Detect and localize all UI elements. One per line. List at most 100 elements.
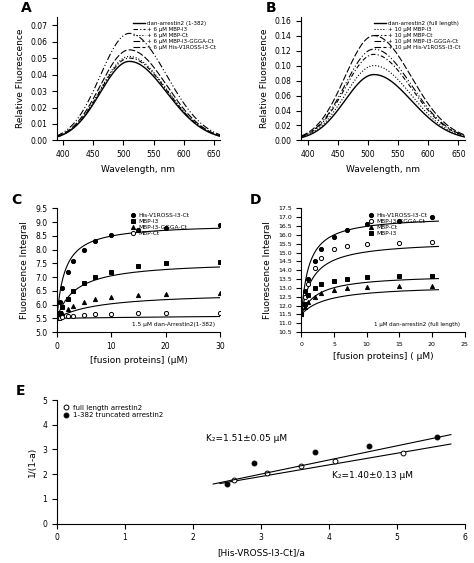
MBP-I3-GGGA-Ct: [364, 240, 370, 247]
+ 10 μM MBP-I3: [352, 77, 357, 84]
+ 6 μM MBP-I3-GGGA-Ct: [173, 87, 179, 94]
MBP-I3-GGGA-Ct: [305, 281, 311, 288]
+ 6 μM His-V1ROSS-I3-Ct: [54, 133, 60, 140]
dan-arrestin2 (full length): [462, 133, 467, 140]
+ 10 μM MBP-I3: [318, 123, 324, 129]
His-V1ROSS-I3-Ct: [302, 288, 308, 295]
Legend: dan-arrestin2 (1-382), + 6 μM MBP-I3, + 6 μM MBP-Ct, + 6 μM MBP-I3-GGGA-Ct, + 6 : dan-arrestin2 (1-382), + 6 μM MBP-I3, + …: [131, 20, 217, 51]
+ 10 μM MBP-I3-GGGA-Ct: [318, 120, 324, 127]
His-V1ROSS-I3-Ct: [331, 233, 337, 240]
MBP-I3-GGGA-Ct: [344, 242, 350, 249]
+ 6 μM His-V1ROSS-I3-Ct: [107, 65, 113, 72]
MBP-I3: [70, 288, 76, 294]
+ 6 μM MBP-I3: [54, 133, 60, 140]
Legend: His-V1ROSS-I3-Ct, MBP-I3, MBP-I3-GGGA-Ct, MBP-Ct: His-V1ROSS-I3-Ct, MBP-I3, MBP-I3-GGGA-Ct…: [128, 211, 191, 238]
dan-arrestin2 (1-382): [173, 100, 179, 107]
X-axis label: [fusion proteins] ( μM): [fusion proteins] ( μM): [333, 352, 433, 361]
MBP-I3: [396, 273, 402, 280]
full length arrestin2: [299, 462, 304, 469]
+ 10 μM His-V1ROSS-I3-Ct: [401, 62, 407, 69]
+ 10 μM MBP-I3: [417, 101, 422, 108]
MBP-I3-GGGA-Ct: [109, 293, 114, 300]
dan-arrestin2 (full length): [371, 71, 377, 78]
+ 6 μM MBP-I3-GGGA-Ct: [73, 117, 79, 123]
Text: A: A: [21, 1, 32, 15]
MBP-I3: [65, 296, 71, 302]
MBP-I3: [318, 281, 324, 288]
His-V1ROSS-I3-Ct: [429, 214, 435, 221]
+ 6 μM MBP-I3-GGGA-Ct: [127, 30, 132, 37]
His-V1ROSS-I3-Ct: [396, 217, 402, 224]
Text: B: B: [265, 1, 276, 15]
+ 6 μM MBP-Ct: [172, 97, 178, 104]
Y-axis label: Fluorescence Integral: Fluorescence Integral: [264, 221, 273, 319]
Line: + 10 μM MBP-I3: + 10 μM MBP-I3: [301, 65, 465, 137]
+ 6 μM MBP-I3: [118, 58, 124, 65]
MBP-I3: [429, 272, 435, 279]
+ 6 μM MBP-Ct: [217, 133, 223, 140]
+ 10 μM MBP-I3-GGGA-Ct: [352, 64, 357, 71]
Line: His-V1ROSS-I3-Ct: His-V1ROSS-I3-Ct: [300, 215, 434, 316]
+ 10 μM MBP-I3: [462, 133, 467, 140]
MBP-Ct: [59, 314, 65, 320]
+ 6 μM MBP-Ct: [107, 70, 113, 77]
+ 6 μM His-V1ROSS-I3-Ct: [173, 95, 179, 102]
+ 6 μM MBP-I3-GGGA-Ct: [172, 86, 178, 93]
MBP-Ct: [70, 312, 76, 319]
MBP-I3: [312, 284, 318, 291]
MBP-I3-GGGA-Ct: [81, 298, 87, 305]
+ 6 μM MBP-Ct: [127, 53, 132, 60]
His-V1ROSS-I3-Ct: [344, 226, 350, 233]
+ 10 μM His-V1ROSS-I3-Ct: [417, 87, 422, 94]
Y-axis label: 1/(1-a): 1/(1-a): [27, 446, 36, 477]
Line: + 10 μM His-V1ROSS-I3-Ct: + 10 μM His-V1ROSS-I3-Ct: [301, 35, 465, 136]
dan-arrestin2 (full length): [352, 84, 357, 91]
+ 6 μM MBP-I3-GGGA-Ct: [107, 51, 113, 58]
+ 6 μM His-V1ROSS-I3-Ct: [172, 94, 178, 101]
His-V1ROSS-I3-Ct: [65, 268, 71, 275]
+ 6 μM His-V1ROSS-I3-Ct: [118, 50, 124, 56]
MBP-I3-GGGA-Ct: [59, 310, 65, 316]
+ 10 μM His-V1ROSS-I3-Ct: [318, 117, 324, 124]
His-V1ROSS-I3-Ct: [364, 221, 370, 227]
+ 6 μM MBP-I3: [172, 98, 178, 105]
+ 6 μM MBP-I3: [127, 55, 132, 61]
Line: + 10 μM MBP-Ct: + 10 μM MBP-Ct: [301, 55, 465, 137]
full length arrestin2: [333, 457, 338, 464]
dan-arrestin2 (full length): [418, 106, 423, 113]
His-V1ROSS-I3-Ct: [70, 257, 76, 264]
+ 10 μM MBP-I3: [418, 102, 423, 109]
X-axis label: [fusion proteins] (μM): [fusion proteins] (μM): [90, 356, 187, 365]
dan-arrestin2 (1-382): [217, 133, 223, 140]
X-axis label: [His-VROSS-I3-Ct]/a: [His-VROSS-I3-Ct]/a: [217, 548, 305, 557]
His-V1ROSS-I3-Ct: [57, 298, 63, 305]
His-V1ROSS-I3-Ct: [305, 276, 311, 283]
Line: dan-arrestin2 (1-382): dan-arrestin2 (1-382): [57, 61, 220, 137]
MBP-I3-GGGA-Ct: [92, 296, 98, 302]
MBP-I3-GGGA-Ct: [163, 291, 168, 297]
MBP-I3-GGGA-Ct: [299, 311, 304, 318]
+ 6 μM MBP-I3: [173, 99, 179, 106]
+ 10 μM MBP-Ct: [462, 132, 467, 139]
Line: MBP-I3: MBP-I3: [55, 260, 222, 320]
1-382 truncated arrestin2: [251, 459, 257, 466]
Text: E: E: [16, 384, 26, 398]
+ 6 μM MBP-I3: [107, 71, 113, 78]
1-382 truncated arrestin2: [366, 443, 372, 449]
Line: full length arrestin2: full length arrestin2: [231, 451, 406, 482]
MBP-Ct: [109, 310, 114, 317]
His-V1ROSS-I3-Ct: [163, 224, 168, 231]
MBP-Ct: [136, 310, 141, 316]
Text: C: C: [11, 193, 21, 207]
dan-arrestin2 (1-382): [118, 61, 124, 68]
MBP-Ct: [81, 311, 87, 318]
MBP-I3: [57, 310, 63, 316]
MBP-Ct: [364, 284, 370, 291]
1-382 truncated arrestin2: [435, 434, 440, 440]
MBP-I3: [92, 274, 98, 280]
X-axis label: Wavelength, nm: Wavelength, nm: [346, 165, 420, 174]
His-V1ROSS-I3-Ct: [136, 227, 141, 234]
Line: MBP-Ct: MBP-Ct: [300, 284, 434, 316]
+ 6 μM His-V1ROSS-I3-Ct: [217, 132, 223, 139]
His-V1ROSS-I3-Ct: [59, 285, 65, 292]
